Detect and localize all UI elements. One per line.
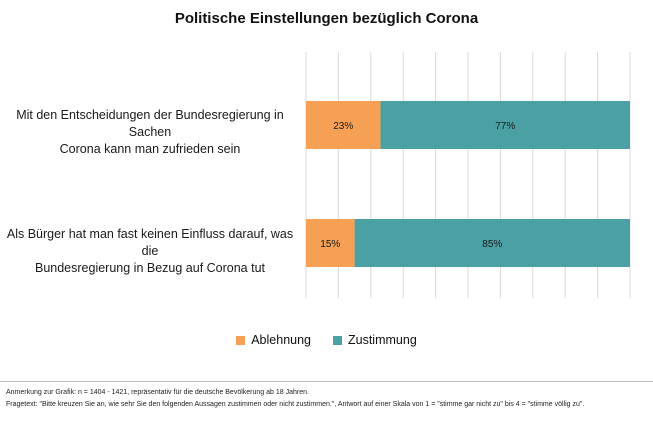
category-label-1-line-2: Corona kann man zufrieden sein (59, 142, 241, 156)
data-label-zustimmung-2: 85% (482, 239, 502, 250)
chart-plot: 23% 77% 15% 85% (305, 52, 631, 298)
legend-item-zustimmung: Zustimmung (333, 333, 417, 347)
legend-label-zustimmung: Zustimmung (348, 333, 417, 347)
bar-zustimmung-1 (380, 101, 630, 149)
bar-zustimmung-2 (354, 219, 630, 267)
data-label-ablehnung-1: 23% (333, 121, 353, 132)
category-label-2: Als Bürger hat man fast keinen Einfluss … (0, 226, 300, 277)
category-label-1: Mit den Entscheidungen der Bundesregieru… (0, 107, 300, 158)
legend-swatch-zustimmung (333, 335, 342, 345)
chart-footnote: Anmerkung zur Grafik: n = 1404 - 1421, r… (0, 381, 653, 421)
footnote-line-1: Anmerkung zur Grafik: n = 1404 - 1421, r… (6, 389, 309, 396)
bar-ablehnung-2 (306, 219, 355, 267)
category-label-2-line-2: Bundesregierung in Bezug auf Corona tut (34, 261, 266, 275)
bar-ablehnung-1 (306, 101, 381, 149)
chart-legend: Ablehnung Zustimmung (0, 333, 653, 347)
footnote-line-2: Fragetext: "Bitte kreuzen Sie an, wie se… (6, 401, 585, 408)
data-label-ablehnung-2: 15% (320, 239, 340, 250)
data-label-zustimmung-1: 77% (495, 121, 515, 132)
legend-label-ablehnung: Ablehnung (251, 333, 311, 347)
legend-swatch-ablehnung (236, 335, 246, 345)
category-label-2-line-1: Als Bürger hat man fast keinen Einfluss … (6, 227, 294, 258)
chart-title: Politische Einstellungen bezüglich Coron… (174, 10, 479, 27)
legend-item-ablehnung: Ablehnung (236, 333, 311, 347)
category-label-1-line-1: Mit den Entscheidungen der Bundesregieru… (16, 108, 284, 139)
